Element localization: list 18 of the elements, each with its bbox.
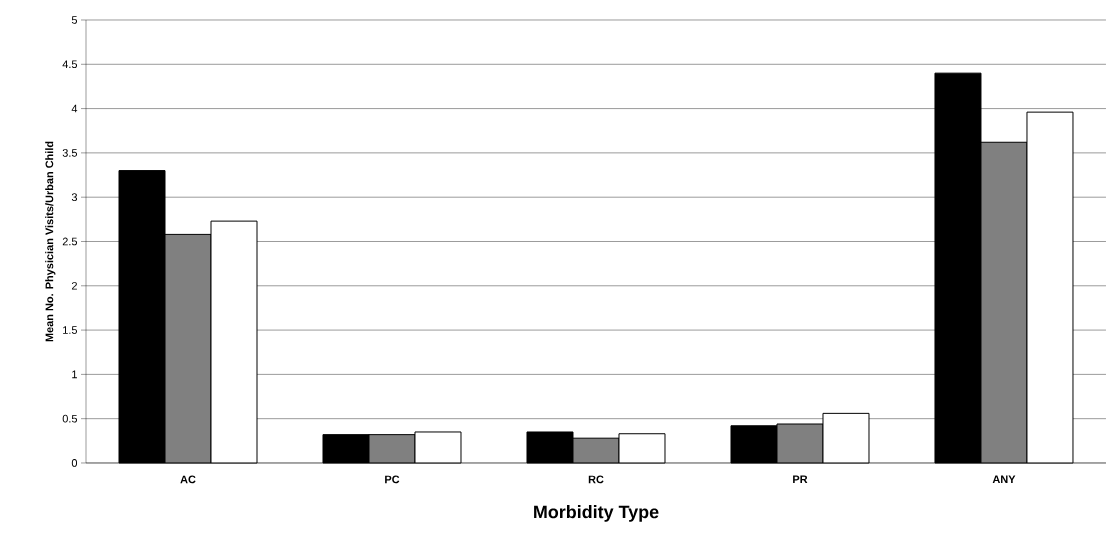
x-tick-label: ANY — [992, 475, 1016, 484]
x-tick-label: RC — [588, 475, 604, 484]
x-tick-label: AC — [180, 475, 196, 484]
y-tick-label: 3 — [71, 193, 77, 202]
y-tick-label: 4.5 — [62, 60, 78, 69]
y-tick-label: 5 — [71, 16, 78, 24]
y-tick-label: 0 — [71, 459, 78, 467]
y-tick-label: 2 — [71, 281, 77, 290]
y-tick-label: 1 — [72, 370, 77, 379]
x-axis-title: Morbidity Type — [534, 505, 659, 522]
y-tick-label: 4 — [71, 104, 78, 113]
x-tick-label: PR — [793, 475, 808, 484]
y-tick-label: 3.5 — [62, 149, 78, 157]
y-tick-label: 0.5 — [62, 414, 78, 423]
x-tick-label: PC — [385, 475, 400, 484]
y-tick-label: 1.5 — [63, 326, 78, 334]
y-axis-title: Mean No. Physician Visits/Urban Child — [45, 141, 56, 342]
y-tick-label: 2.5 — [62, 237, 78, 246]
